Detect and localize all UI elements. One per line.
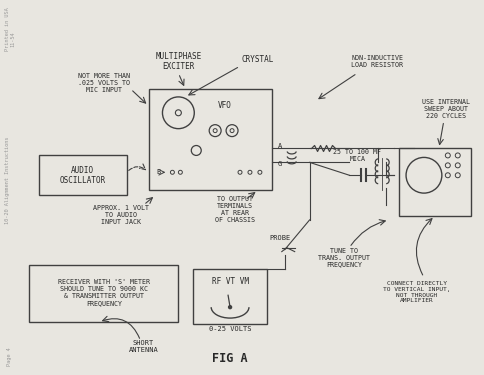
- Text: MULTIPHASE
EXCITER: MULTIPHASE EXCITER: [155, 51, 201, 71]
- Text: 10-20 Alignment Instructions: 10-20 Alignment Instructions: [5, 136, 10, 224]
- Text: APPROX. 1 VOLT
TO AUDIO
INPUT JACK: APPROX. 1 VOLT TO AUDIO INPUT JACK: [92, 205, 149, 225]
- Bar: [29, 264, 178, 322]
- Bar: [148, 89, 271, 190]
- Text: VFO: VFO: [218, 101, 231, 110]
- Text: SHORT
ANTENNA: SHORT ANTENNA: [128, 340, 158, 353]
- Text: CRYSTAL: CRYSTAL: [241, 55, 273, 64]
- Text: NON-INDUCTIVE
LOAD RESISTOR: NON-INDUCTIVE LOAD RESISTOR: [350, 55, 402, 68]
- Text: 11-54: 11-54: [11, 32, 16, 47]
- Text: B: B: [156, 169, 160, 175]
- Bar: [39, 155, 126, 195]
- Text: 0-25 VOLTS: 0-25 VOLTS: [209, 326, 251, 332]
- Text: A: A: [277, 144, 281, 150]
- Text: RECEIVER WITH 'S' METER
SHOULD TUNE TO 9000 KC
& TRANSMITTER OUTPUT
FREQUENCY: RECEIVER WITH 'S' METER SHOULD TUNE TO 9…: [58, 279, 150, 306]
- Text: PROBE: PROBE: [269, 235, 290, 241]
- Text: CONNECT DIRECTLY
TO VERTICAL INPUT,
NOT THROUGH
AMPLIFIER: CONNECT DIRECTLY TO VERTICAL INPUT, NOT …: [382, 281, 450, 303]
- Bar: [398, 148, 469, 216]
- Text: G: G: [277, 161, 281, 167]
- Text: TO OUTPUT
TERMINALS
AT REAR
OF CHASSIS: TO OUTPUT TERMINALS AT REAR OF CHASSIS: [214, 196, 255, 223]
- Text: Page 4: Page 4: [7, 347, 12, 366]
- Text: USE INTERNAL
SWEEP ABOUT
220 CYCLES: USE INTERNAL SWEEP ABOUT 220 CYCLES: [421, 99, 469, 119]
- Circle shape: [228, 306, 231, 309]
- Text: NOT MORE THAN
.025 VOLTS TO
MIC INPUT: NOT MORE THAN .025 VOLTS TO MIC INPUT: [77, 73, 130, 93]
- Text: Printed in USA: Printed in USA: [5, 8, 10, 51]
- Text: RF VT VM: RF VT VM: [211, 277, 248, 286]
- Text: AUDIO
OSCILLATOR: AUDIO OSCILLATOR: [60, 165, 106, 185]
- Bar: [193, 270, 266, 324]
- Text: FIG A: FIG A: [212, 352, 247, 365]
- Text: TUNE TO
TRANS. OUTPUT
FREQUENCY: TUNE TO TRANS. OUTPUT FREQUENCY: [318, 248, 370, 268]
- Text: 25 TO 100 MF
MICA: 25 TO 100 MF MICA: [333, 149, 380, 162]
